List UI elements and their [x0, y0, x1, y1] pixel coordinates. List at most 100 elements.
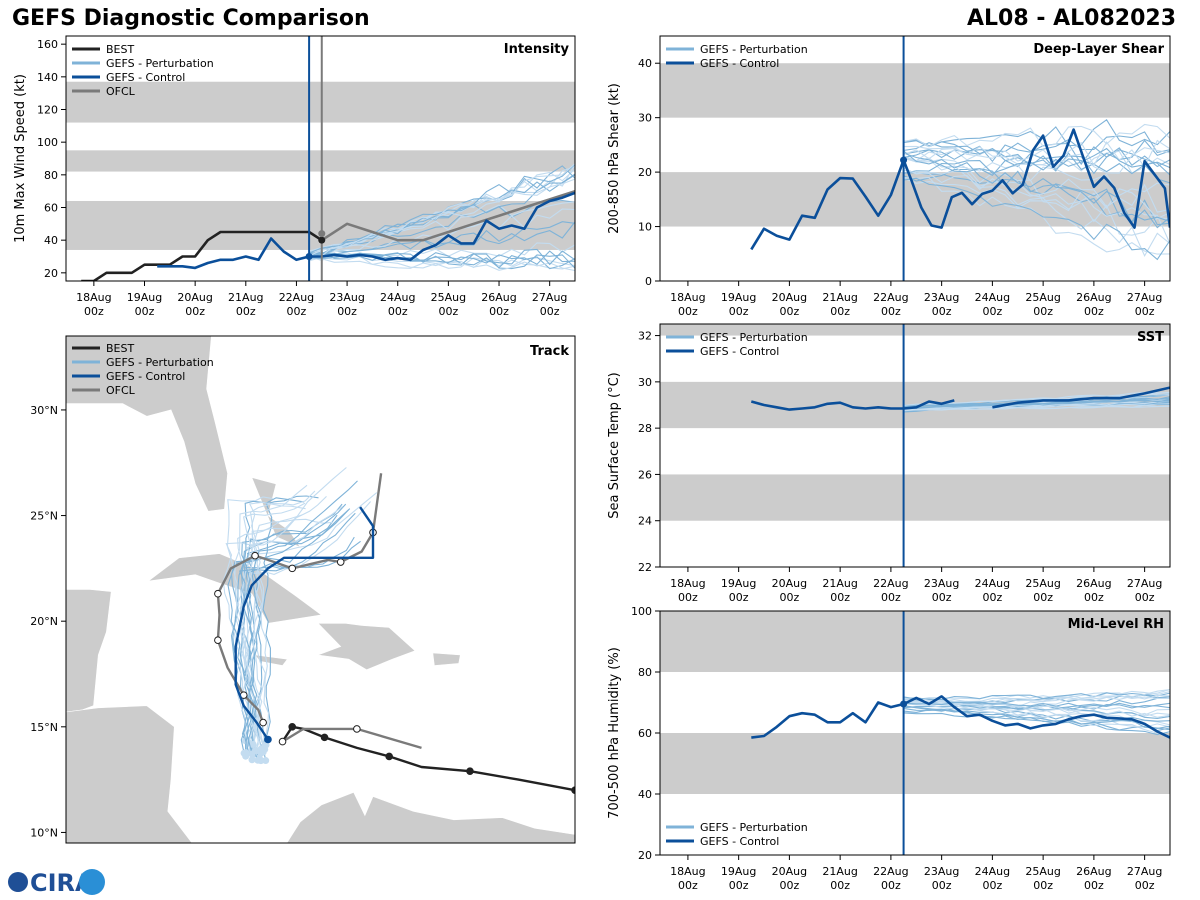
rh-plot-area [660, 611, 1170, 794]
series-line [157, 191, 575, 270]
x-tick-label: 00z [84, 305, 104, 318]
category-band [660, 733, 1170, 794]
series-line [750, 399, 955, 411]
perturbation-track [234, 484, 308, 745]
x-tick-label: 18Aug [670, 865, 705, 878]
y-tick-label: 30 [638, 376, 652, 389]
puerto-rico-landmass [432, 652, 461, 666]
y-tick-label: 10 [638, 221, 652, 234]
track-point [259, 718, 267, 727]
x-tick-label: 25Aug [1025, 577, 1060, 590]
perturbation-member-line [309, 221, 575, 259]
x-tick-label: 20Aug [177, 291, 212, 304]
south-america-landmass [195, 791, 575, 843]
lat-tick-label: 10°N [30, 826, 58, 839]
track-point [466, 767, 474, 775]
cira-logo-badge [79, 869, 105, 895]
perturbation-member-line [903, 148, 1170, 176]
track-point [251, 551, 259, 560]
plot-frame [65, 335, 576, 844]
lat-tick-label: 15°N [30, 721, 58, 734]
x-tick-label: 26Aug [1076, 577, 1111, 590]
rh-panel: 2040608010018Aug00z19Aug00z20Aug00z21Aug… [607, 605, 1171, 892]
legend-label: OFCL [106, 85, 136, 98]
panel-title: Mid-Level RH [1068, 617, 1164, 632]
x-tick-label: 24Aug [975, 865, 1010, 878]
track-point [320, 733, 329, 742]
x-tick-label: 00z [830, 879, 850, 892]
x-tick-label: 00z [388, 305, 408, 318]
y-tick-label: 160 [37, 38, 58, 51]
x-tick-label: 26Aug [1076, 865, 1111, 878]
x-tick-label: 20Aug [772, 577, 807, 590]
x-tick-label: 20Aug [772, 865, 807, 878]
panel-title: SST [1137, 330, 1164, 345]
yucatan-landmass [66, 589, 112, 713]
y-tick-label: 100 [631, 605, 652, 618]
x-tick-label: 00z [830, 305, 850, 318]
perturbation-member-line [903, 150, 1170, 229]
x-tick-label: 00z [982, 591, 1002, 604]
x-tick-label: 20Aug [772, 291, 807, 304]
legend-label: GEFS - Control [700, 835, 779, 848]
series-line [750, 128, 1170, 251]
legend-label: GEFS - Perturbation [700, 821, 808, 834]
y-axis-label: 200-850 hPa Shear (kt) [607, 83, 622, 234]
x-tick-label: 19Aug [721, 865, 756, 878]
x-tick-label: 22Aug [873, 291, 908, 304]
series-marker [305, 253, 313, 260]
cuba-landmass [147, 553, 323, 624]
x-tick-label: 19Aug [721, 577, 756, 590]
x-tick-label: 27Aug [1127, 291, 1162, 304]
x-tick-label: 00z [932, 305, 952, 318]
legend-label: BEST [106, 342, 134, 355]
x-tick-label: 00z [729, 879, 749, 892]
perturbation-member-line [903, 169, 1170, 213]
x-tick-label: 26Aug [1076, 291, 1111, 304]
y-axis-label: 10m Max Wind Speed (kt) [13, 74, 28, 243]
y-axis-label: Sea Surface Temp (°C) [607, 372, 622, 519]
perturbation-member-line [903, 692, 1170, 701]
legend-label: GEFS - Perturbation [700, 331, 808, 344]
x-tick-label: 19Aug [127, 291, 162, 304]
perturbation-member-line [903, 131, 1170, 154]
sst-panel: 22242628303218Aug00z19Aug00z20Aug00z21Au… [607, 323, 1171, 604]
series-line [992, 386, 1170, 409]
track-point [278, 737, 287, 746]
x-tick-label: 00z [830, 591, 850, 604]
x-tick-label: 19Aug [721, 291, 756, 304]
y-tick-label: 30 [638, 112, 652, 125]
jamaica-landmass [254, 654, 288, 666]
x-tick-label: 00z [780, 305, 800, 318]
x-tick-label: 18Aug [76, 291, 111, 304]
y-axis-label: 700-500 hPa Humidity (%) [607, 647, 622, 819]
x-tick-label: 00z [932, 879, 952, 892]
x-tick-label: 00z [540, 305, 560, 318]
legend-label: GEFS - Control [700, 57, 779, 70]
control-start-dot [264, 735, 272, 744]
x-tick-label: 21Aug [822, 577, 857, 590]
track-line [234, 506, 375, 741]
track-point [353, 725, 361, 733]
hispaniola-landmass [317, 623, 416, 671]
y-tick-label: 60 [44, 202, 58, 215]
x-tick-label: 24Aug [975, 291, 1010, 304]
x-tick-label: 00z [1084, 305, 1104, 318]
y-tick-label: 28 [638, 422, 652, 435]
x-tick-label: 25Aug [431, 291, 466, 304]
x-tick-label: 00z [678, 305, 698, 318]
bahamas-landmass [251, 477, 302, 548]
x-tick-label: 21Aug [228, 291, 263, 304]
legend-label: BEST [106, 43, 134, 56]
legend-label: GEFS - Control [106, 370, 185, 383]
perturbation-member-line [308, 178, 575, 257]
cira-logo: CIRA [8, 869, 105, 897]
panel-title: Track [530, 344, 569, 359]
y-tick-label: 100 [37, 136, 58, 149]
lat-tick-label: 30°N [30, 404, 58, 417]
series-marker [900, 156, 908, 164]
x-tick-label: 23Aug [924, 577, 959, 590]
x-tick-label: 00z [287, 305, 307, 318]
category-band [66, 81, 575, 123]
